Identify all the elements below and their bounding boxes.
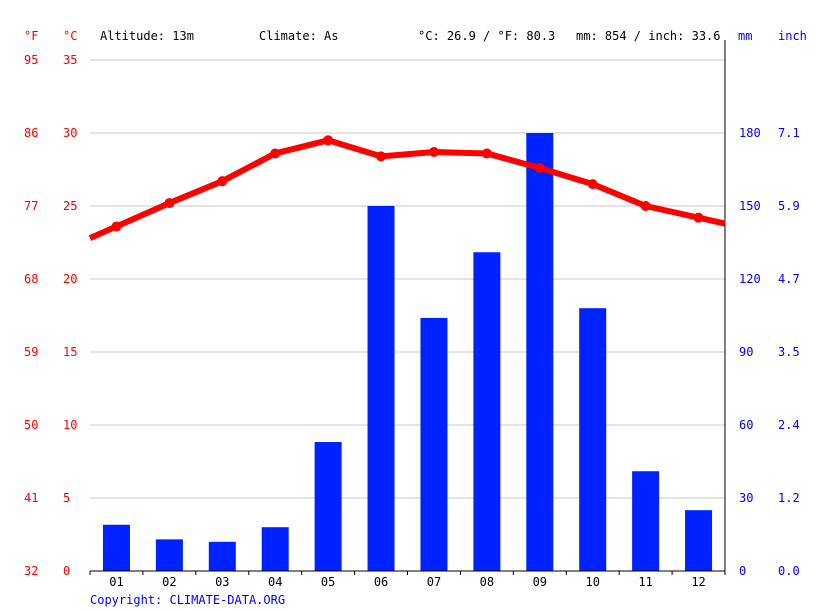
tick-label-fahrenheit: 41 [24,491,38,505]
precipitation-bar [367,206,395,571]
temperature-point [428,146,439,157]
tick-label-celsius: 35 [63,53,77,67]
precipitation-bar [473,252,501,571]
tick-label-inch: 0.0 [778,564,800,578]
tick-label-mm: 30 [739,491,753,505]
tick-label-fahrenheit: 77 [24,199,38,213]
month-label: 09 [533,575,547,589]
tick-label-fahrenheit: 95 [24,53,38,67]
grid-lines [90,59,725,499]
precipitation-bar [685,510,713,571]
month-label: 06 [374,575,388,589]
tick-label-celsius: 20 [63,272,77,286]
month-label: 11 [638,575,652,589]
tick-label-celsius: 25 [63,199,77,213]
tick-label-celsius: 15 [63,345,77,359]
tick-label-mm: 0 [739,564,746,578]
temperature-point [587,179,598,190]
altitude-label: Altitude: 13m [100,29,194,43]
copyright-text: Copyright: CLIMATE-DATA.ORG [90,593,285,607]
tick-label-fahrenheit: 86 [24,126,38,140]
temperature-point [481,148,492,159]
tick-label-celsius: 30 [63,126,77,140]
tick-label-mm: 150 [739,199,761,213]
month-label: 05 [321,575,335,589]
month-label: 07 [427,575,441,589]
precipitation-bar [526,133,554,571]
precipitation-bar [579,308,607,571]
temperature-point [693,212,704,223]
temperature-point [111,221,122,232]
month-label: 08 [480,575,494,589]
tick-label-fahrenheit: 50 [24,418,38,432]
tick-label-celsius: 5 [63,491,70,505]
month-label: 01 [109,575,123,589]
temperature-line [88,135,726,241]
month-label: 12 [691,575,705,589]
temperature-line-path [88,137,726,241]
tick-label-celsius: 0 [63,564,70,578]
tick-label-inch: 2.4 [778,418,800,432]
month-label: 10 [585,575,599,589]
precipitation-bar [314,442,342,571]
temperature-point [164,198,175,209]
tick-label-fahrenheit: 68 [24,272,38,286]
precipitation-bar [155,539,183,571]
month-label: 04 [268,575,282,589]
temperature-point [376,151,387,162]
unit-inch-label: inch [778,29,807,43]
tick-label-inch: 3.5 [778,345,800,359]
precipitation-bar [102,524,130,571]
precipitation-bars [102,133,713,571]
precipitation-bar [208,541,236,571]
temperature-point [534,163,545,174]
tick-label-mm: 180 [739,126,761,140]
tick-label-mm: 120 [739,272,761,286]
temperature-point [640,201,651,211]
precipitation-total-label: mm: 854 / inch: 33.6 [576,29,721,43]
precipitation-bar [261,527,289,571]
month-label: 02 [162,575,176,589]
tick-label-fahrenheit: 59 [24,345,38,359]
tick-label-mm: 60 [739,418,753,432]
temperature-point [270,148,281,159]
average-temperature-label: °C: 26.9 / °F: 80.3 [418,29,555,43]
tick-label-inch: 7.1 [778,126,800,140]
tick-label-fahrenheit: 32 [24,564,38,578]
precipitation-bar [420,317,448,571]
unit-celsius-label: °C [63,29,77,43]
temperature-point [217,176,228,187]
tick-label-inch: 4.7 [778,272,800,286]
month-label: 03 [215,575,229,589]
axes [89,40,726,575]
unit-mm-label: mm [738,29,752,43]
precipitation-bar [632,471,660,571]
tick-label-inch: 5.9 [778,199,800,213]
climate-label: Climate: As [259,29,338,43]
unit-fahrenheit-label: °F [24,29,38,43]
tick-label-mm: 90 [739,345,753,359]
tick-label-inch: 1.2 [778,491,800,505]
temperature-point [323,135,334,146]
tick-label-celsius: 10 [63,418,77,432]
